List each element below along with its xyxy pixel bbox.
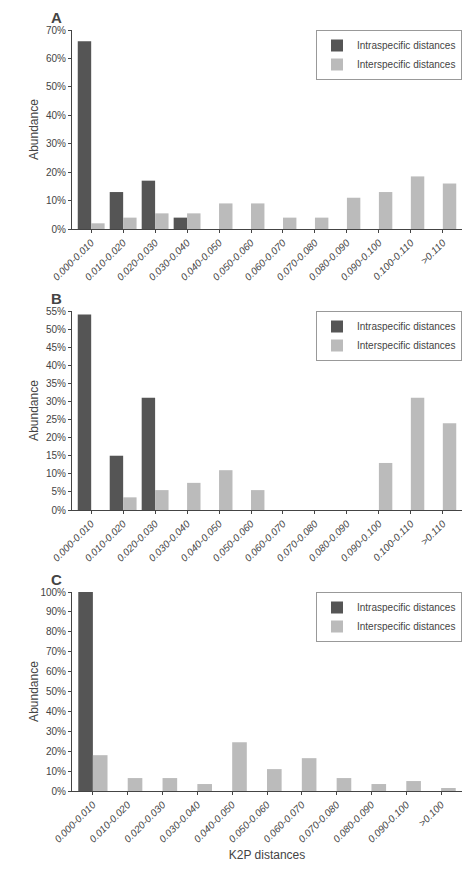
svg-text:40%: 40% — [46, 360, 66, 371]
svg-text:10%: 10% — [46, 195, 66, 206]
svg-text:60%: 60% — [46, 53, 66, 64]
svg-text:0%: 0% — [52, 224, 67, 235]
svg-text:0.030-0.040: 0.030-0.040 — [146, 237, 192, 283]
svg-text:Intraspecific distances: Intraspecific distances — [357, 321, 455, 332]
svg-text:40%: 40% — [46, 706, 66, 717]
svg-text:0.090-0.100: 0.090-0.100 — [366, 799, 412, 845]
svg-text:80%: 80% — [46, 626, 66, 637]
svg-text:0.080-0.090: 0.080-0.090 — [306, 237, 352, 283]
svg-text:25%: 25% — [46, 414, 66, 425]
svg-text:0.060-0.070: 0.060-0.070 — [261, 799, 307, 845]
svg-text:55%: 55% — [46, 306, 66, 317]
svg-text:30%: 30% — [46, 726, 66, 737]
svg-text:0.000-0.010: 0.000-0.010 — [51, 237, 97, 283]
svg-text:0.030-0.040: 0.030-0.040 — [146, 518, 192, 564]
svg-text:0.020-0.030: 0.020-0.030 — [115, 237, 161, 283]
svg-text:0.050-0.060: 0.050-0.060 — [210, 518, 256, 564]
svg-text:Interspecific distances: Interspecific distances — [357, 340, 455, 351]
svg-text:>0.110: >0.110 — [419, 518, 448, 547]
svg-text:0.020-0.030: 0.020-0.030 — [122, 799, 168, 845]
svg-text:0.040-0.050: 0.040-0.050 — [192, 799, 238, 845]
svg-text:0.020-0.030: 0.020-0.030 — [115, 518, 161, 564]
svg-text:0.030-0.040: 0.030-0.040 — [157, 799, 203, 845]
svg-text:0.070-0.080: 0.070-0.080 — [296, 799, 342, 845]
svg-text:100%: 100% — [40, 587, 66, 598]
svg-text:0.100-0.110: 0.100-0.110 — [371, 237, 416, 282]
svg-text:50%: 50% — [46, 81, 66, 92]
svg-text:20%: 20% — [46, 746, 66, 757]
svg-text:10%: 10% — [46, 766, 66, 777]
svg-text:20%: 20% — [46, 167, 66, 178]
svg-text:70%: 70% — [46, 646, 66, 657]
svg-text:15%: 15% — [46, 450, 66, 461]
svg-text:C: C — [51, 571, 62, 588]
svg-text:90%: 90% — [46, 606, 66, 617]
svg-text:70%: 70% — [46, 25, 66, 36]
svg-text:0.070-0.080: 0.070-0.080 — [274, 237, 320, 283]
svg-text:0.010-0.020: 0.010-0.020 — [87, 799, 133, 845]
svg-text:0.000-0.010: 0.000-0.010 — [52, 799, 98, 845]
svg-text:30%: 30% — [46, 138, 66, 149]
svg-text:50%: 50% — [46, 686, 66, 697]
svg-text:40%: 40% — [46, 110, 66, 121]
svg-text:A: A — [51, 9, 62, 26]
svg-text:Intraspecific distances: Intraspecific distances — [357, 40, 455, 51]
svg-text:B: B — [51, 290, 62, 307]
svg-text:0.090-0.100: 0.090-0.100 — [338, 237, 384, 283]
svg-text:0.010-0.020: 0.010-0.020 — [83, 237, 129, 283]
svg-text:K2P distances: K2P distances — [229, 848, 306, 862]
svg-text:Interspecific distances: Interspecific distances — [357, 59, 455, 70]
svg-text:0.060-0.070: 0.060-0.070 — [242, 237, 288, 283]
svg-text:0.080-0.090: 0.080-0.090 — [331, 799, 377, 845]
svg-text:30%: 30% — [46, 396, 66, 407]
svg-text:0.060-0.070: 0.060-0.070 — [242, 518, 288, 564]
svg-text:20%: 20% — [46, 432, 66, 443]
svg-text:0.050-0.060: 0.050-0.060 — [226, 799, 272, 845]
svg-text:45%: 45% — [46, 342, 66, 353]
svg-text:0.050-0.060: 0.050-0.060 — [210, 237, 256, 283]
svg-text:35%: 35% — [46, 378, 66, 389]
svg-text:Abundance: Abundance — [27, 661, 41, 722]
svg-text:Abundance: Abundance — [27, 380, 41, 441]
svg-text:0.070-0.080: 0.070-0.080 — [274, 518, 320, 564]
svg-text:0%: 0% — [52, 786, 67, 797]
svg-text:60%: 60% — [46, 666, 66, 677]
svg-text:0%: 0% — [52, 505, 67, 516]
svg-text:Interspecific distances: Interspecific distances — [357, 621, 455, 632]
svg-text:Abundance: Abundance — [27, 99, 41, 160]
svg-text:0.010-0.020: 0.010-0.020 — [83, 518, 129, 564]
svg-text:0.040-0.050: 0.040-0.050 — [178, 518, 224, 564]
svg-text:0.090-0.100: 0.090-0.100 — [338, 518, 384, 564]
svg-text:0.100-0.110: 0.100-0.110 — [371, 518, 416, 563]
svg-text:0.000-0.010: 0.000-0.010 — [51, 518, 97, 564]
svg-text:0.040-0.050: 0.040-0.050 — [178, 237, 224, 283]
svg-text:10%: 10% — [46, 468, 66, 479]
svg-text:5%: 5% — [52, 486, 67, 497]
svg-text:>0.110: >0.110 — [419, 237, 448, 266]
svg-text:Intraspecific distances: Intraspecific distances — [357, 602, 455, 613]
svg-text:50%: 50% — [46, 324, 66, 335]
svg-text:>0.100: >0.100 — [416, 799, 446, 829]
svg-text:0.080-0.090: 0.080-0.090 — [306, 518, 352, 564]
